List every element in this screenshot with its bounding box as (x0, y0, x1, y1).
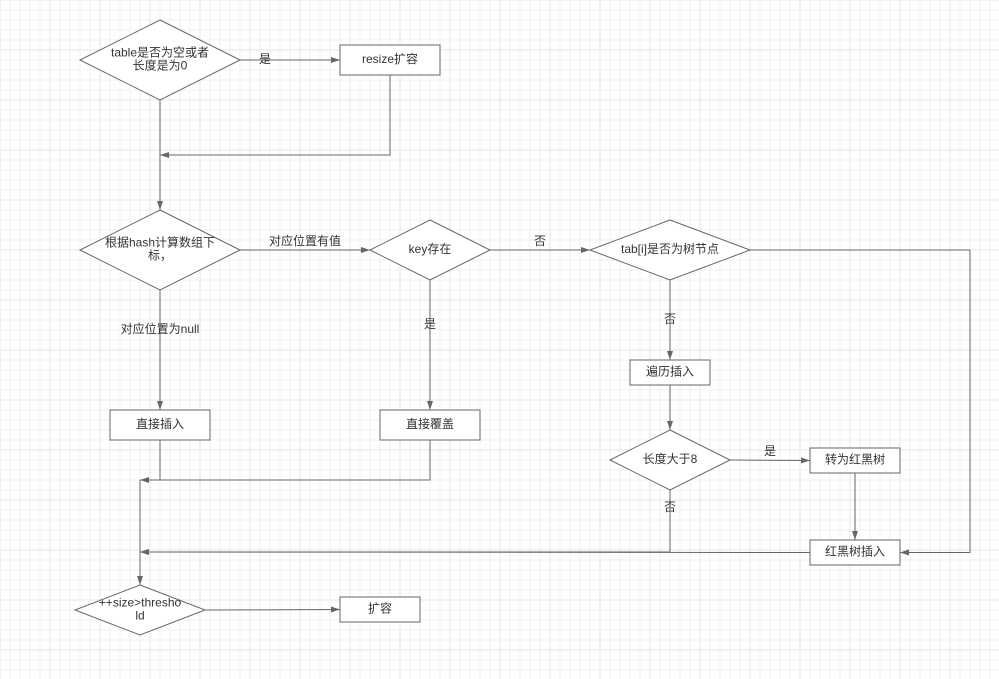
svg-text:遍历插入: 遍历插入 (646, 365, 694, 379)
r5: 转为红黑树 (810, 448, 900, 473)
edge-label: 是 (259, 52, 271, 66)
edge-label: 对应位置有值 (269, 233, 341, 248)
r1: resize扩容 (340, 45, 440, 75)
d1: table是否为空或者长度是为0 (80, 20, 240, 100)
svg-text:key存在: key存在 (409, 242, 452, 256)
svg-text:长度大于8: 长度大于8 (643, 451, 698, 466)
r7: 扩容 (340, 597, 420, 622)
d5: 长度大于8 (610, 430, 730, 490)
r4: 直接覆盖 (380, 410, 480, 440)
svg-text:根据hash计算数组下: 根据hash计算数组下 (105, 235, 215, 250)
svg-text:++size>thresho: ++size>thresho (99, 596, 182, 610)
r3: 直接插入 (110, 410, 210, 440)
edge-label: 是 (764, 444, 776, 458)
svg-text:扩容: 扩容 (368, 601, 392, 616)
svg-text:table是否为空或者: table是否为空或者 (111, 46, 209, 60)
edge (205, 610, 340, 611)
d3: key存在 (370, 220, 490, 280)
d2: 根据hash计算数组下标， (80, 210, 240, 290)
svg-text:tab[i]是否为树节点: tab[i]是否为树节点 (621, 241, 719, 256)
edge-label: 否 (664, 312, 676, 326)
svg-text:resize扩容: resize扩容 (362, 51, 418, 66)
edge-label: 否 (534, 234, 546, 248)
grid (0, 0, 999, 679)
svg-text:直接覆盖: 直接覆盖 (406, 416, 454, 431)
edge-label: 是 (424, 317, 436, 331)
edge-label: 对应位置为null (121, 321, 200, 336)
r2: 遍历插入 (630, 360, 710, 385)
edge (730, 460, 810, 461)
svg-text:标，: 标， (148, 249, 172, 263)
r6: 红黑树插入 (810, 540, 900, 565)
svg-text:直接插入: 直接插入 (136, 416, 184, 431)
d6: ++size>threshold (75, 585, 205, 635)
svg-text:ld: ld (135, 609, 144, 623)
edge (140, 552, 810, 553)
svg-text:红黑树插入: 红黑树插入 (825, 544, 885, 559)
edge-label: 否 (664, 500, 676, 514)
svg-text:转为红黑树: 转为红黑树 (825, 452, 885, 467)
edge (160, 75, 390, 155)
svg-text:长度是为0: 长度是为0 (133, 58, 188, 73)
d4: tab[i]是否为树节点 (590, 220, 750, 280)
